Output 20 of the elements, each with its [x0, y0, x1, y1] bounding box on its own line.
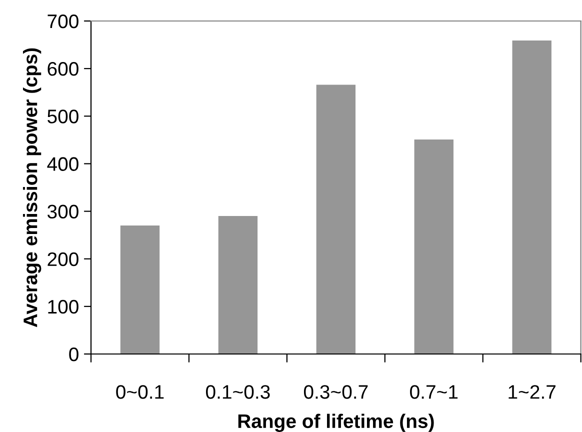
x-tick-label: 0.7~1: [410, 385, 458, 399]
bar: [414, 139, 454, 354]
x-tick-label: 1~2.7: [508, 385, 556, 399]
y-tick-label: 200: [48, 252, 78, 266]
y-tick-label: 300: [47, 204, 78, 219]
x-axis-title: Range of lifetime (ns): [238, 414, 434, 432]
x-tick-label: 0~0.1: [116, 385, 164, 399]
x-tick-label: 0.3~0.7: [304, 385, 368, 399]
y-tick-label: 700: [48, 14, 78, 28]
y-tick-label: 400: [47, 157, 78, 171]
x-tick-label: 0.1~0.3: [206, 385, 270, 399]
y-tick-label: 600: [48, 62, 78, 76]
y-tick-label: 0: [69, 347, 78, 362]
bar: [316, 84, 356, 354]
bar: [512, 40, 552, 354]
bar: [218, 216, 258, 354]
y-axis-title: Average emission power (cps): [22, 48, 42, 328]
y-tick-label: 100: [48, 300, 78, 314]
bar: [120, 226, 160, 354]
y-tick-label: 500: [48, 110, 78, 124]
